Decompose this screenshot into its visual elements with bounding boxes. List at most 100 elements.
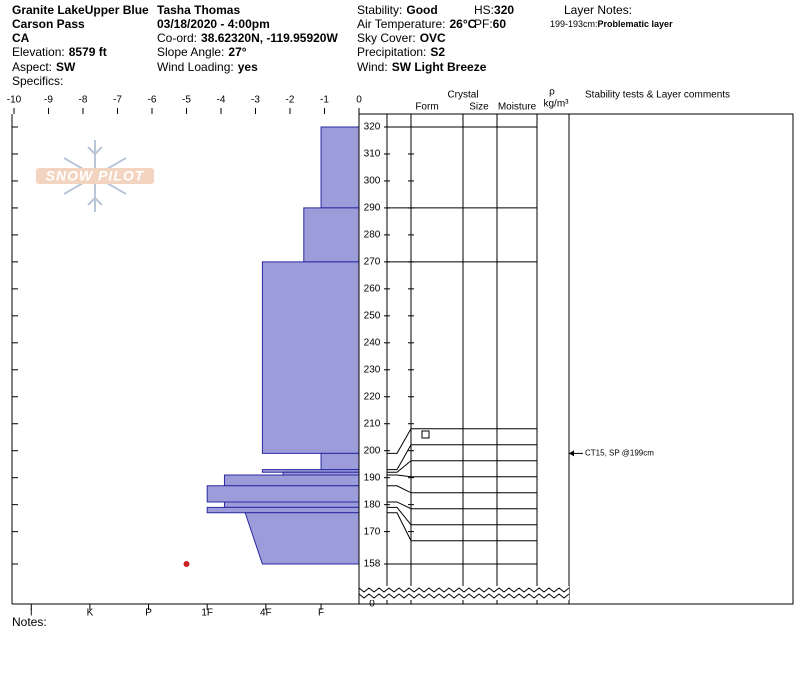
area: Carson Pass [12, 17, 85, 31]
logo-band [36, 168, 154, 184]
y-tick-label: 260 [364, 283, 381, 294]
field-value: 60 [492, 17, 507, 31]
header-field: Wind Loading: yes [157, 60, 258, 74]
field-value: Good [406, 3, 438, 17]
y-tick-label: 220 [364, 391, 381, 402]
field-value: OVC [419, 31, 446, 45]
field-value: SW [56, 60, 76, 74]
header-field: Co-ord: 38.62320N, -119.95920W [157, 31, 338, 45]
hardness-tick-label: 4F [260, 608, 272, 619]
field-value: yes [237, 60, 258, 74]
crystal-form-symbol [421, 430, 430, 439]
field-label: Wind: [357, 60, 388, 74]
header-field: Stability: Good [357, 3, 438, 17]
field-label: Slope Angle: [157, 45, 225, 59]
hardness-tick-label: P [145, 608, 152, 619]
y-tick-label: 300 [364, 176, 381, 187]
layer-connector [387, 506, 537, 526]
hardness-tick-label: K [87, 608, 94, 619]
field-label: HS: [474, 3, 495, 17]
header-field: Elevation: 8579 ft [12, 45, 107, 59]
y-tick-label: 290 [364, 203, 381, 214]
test-label: CT15, SP @199cm [585, 449, 654, 458]
y-tick-label: 190 [364, 472, 381, 483]
specifics: Specifics: [12, 74, 64, 88]
y-tick-label: 280 [364, 230, 381, 241]
field-value: 320 [494, 3, 515, 17]
hardness-layer [223, 474, 360, 487]
layer-connector [387, 501, 537, 510]
notes: Notes: [12, 615, 47, 629]
hardness-layer [244, 512, 360, 565]
field-label: Air Temperature: [357, 17, 446, 31]
layer-connector [387, 512, 537, 542]
y-tick-label: 200 [364, 445, 381, 456]
crystal-title: Crystal [447, 90, 478, 101]
layer-notes-title: Layer Notes: [564, 3, 633, 17]
x-tick-label: -2 [286, 95, 295, 106]
y-tick-label: 240 [364, 337, 381, 348]
y-tick-label: 310 [364, 149, 381, 160]
y-tick-label: 170 [364, 526, 381, 537]
header-field: HS:320 [474, 3, 514, 17]
x-tick-label: -6 [148, 95, 157, 106]
x-tick-label: -9 [44, 95, 53, 106]
x-tick-label: -5 [182, 95, 191, 106]
layer-connector [387, 460, 537, 473]
column-title: Form [415, 102, 438, 113]
y-tick-label: 320 [364, 122, 381, 133]
field-label: Sky Cover: [357, 31, 416, 45]
column-title: Moisture [498, 102, 537, 113]
x-tick-label: -8 [79, 95, 88, 106]
hardness-layer [223, 501, 360, 508]
y-tick-label: 210 [364, 418, 381, 429]
field-label: PF: [474, 17, 493, 31]
hardness-layer [320, 452, 360, 471]
y-tick-label: 158 [364, 559, 381, 570]
axis-break-line [358, 593, 570, 599]
x-tick-label: -10 [7, 95, 22, 106]
header-field: Wind: SW Light Breeze [357, 60, 486, 74]
logo-text: SNOW PILOT [46, 168, 145, 184]
y-tick-label: 180 [364, 499, 381, 510]
header-field: Sky Cover: OVC [357, 31, 446, 45]
layer-connector [387, 485, 537, 494]
field-value: 26°C [449, 17, 477, 31]
site: Granite LakeUpper Blue [12, 3, 149, 17]
layer-connector [387, 474, 537, 478]
field-label: Co-ord: [157, 31, 198, 45]
hardness-layer [303, 207, 360, 263]
hardness-layer [261, 261, 360, 454]
test-arrowhead [569, 450, 574, 457]
panel-frame [358, 113, 794, 605]
comments-title: Stability tests & Layer comments [585, 90, 730, 101]
x-tick-label: 0 [356, 95, 362, 106]
layer-connector [387, 444, 537, 471]
y-tick-label: 270 [364, 257, 381, 268]
datetime: 03/18/2020 - 4:00pm [157, 17, 270, 31]
state: CA [12, 31, 30, 45]
axis-break-line [358, 587, 570, 593]
x-tick-label: -7 [113, 95, 122, 106]
x-tick-label: -3 [251, 95, 260, 106]
hardness-tick-label: F [318, 608, 324, 619]
field-value: S2 [430, 45, 446, 59]
observer: Tasha Thomas [157, 3, 241, 17]
hardness-tick-label: 1F [201, 608, 213, 619]
header-field: Air Temperature: 26°C [357, 17, 476, 31]
field-value: 38.62320N, -119.95920W [201, 31, 338, 45]
hardness-layer [320, 126, 360, 209]
field-value: SW Light Breeze [391, 60, 487, 74]
field-value: 8579 ft [68, 45, 107, 59]
density-symbol: ρ [549, 87, 555, 98]
x-tick-label: -1 [320, 95, 329, 106]
hardness-tick-label: I [30, 608, 33, 619]
header-field: Slope Angle: 27° [157, 45, 247, 59]
layer-connector [387, 428, 537, 454]
header-field: Aspect: SW [12, 60, 75, 74]
header-field: PF:60 [474, 17, 506, 31]
y-tick-label: 250 [364, 310, 381, 321]
hardness-layer [206, 485, 360, 503]
